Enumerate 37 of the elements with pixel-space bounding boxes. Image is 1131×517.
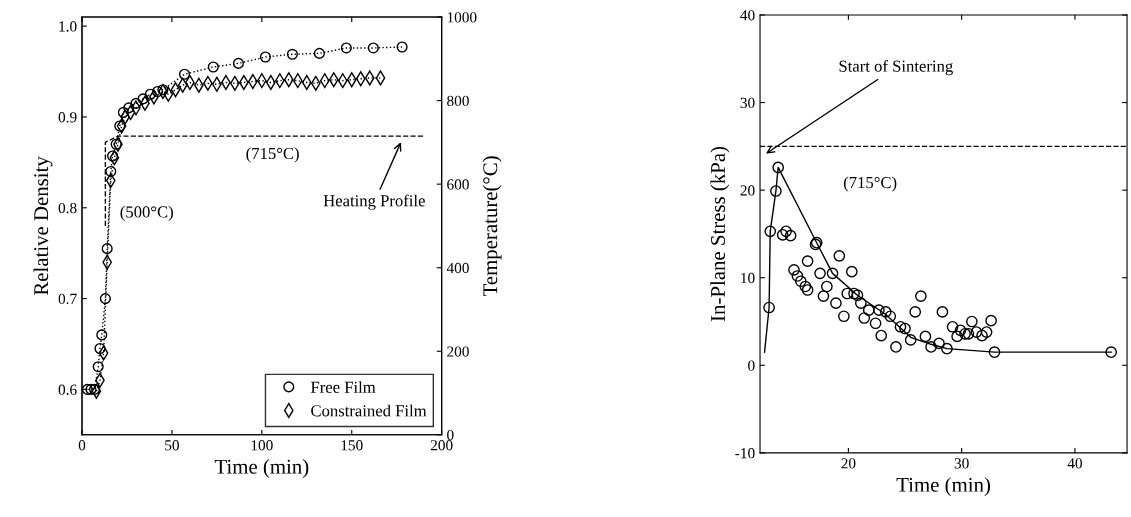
y-tick-label: 10 <box>741 272 755 284</box>
y-tick-label: 0.8 <box>58 202 77 214</box>
y-tick-label: 40 <box>740 10 755 21</box>
y-tick-label: -10 <box>735 448 755 459</box>
y2-tick-label: 200 <box>447 346 469 357</box>
annotation: (500°C) <box>120 205 173 221</box>
x-axis-title: Time (min) <box>214 459 309 478</box>
y2-tick-label: 0 <box>447 429 454 441</box>
y2-tick-label: 600 <box>447 179 469 190</box>
y-tick-label: 0.7 <box>58 293 77 305</box>
y-tick-label: 20 <box>740 185 755 196</box>
x-axis-title: Time (min) <box>896 477 990 497</box>
annotation: Heating Profile <box>323 194 425 210</box>
y-tick-label: 0 <box>748 360 755 371</box>
x-tick-label: 40 <box>1067 458 1082 469</box>
y-tick-label: 1.0 <box>59 21 77 32</box>
y2-tick-label: 800 <box>447 95 469 107</box>
y2-tick-label: 400 <box>446 262 469 274</box>
y-tick-label: 0.9 <box>58 112 77 123</box>
annotation: Start of Sintering <box>839 59 953 76</box>
y2-axis-title: Temperature(°C) <box>482 156 502 297</box>
legend-label: Free Film <box>310 381 376 393</box>
x-tick-label: 100 <box>251 440 273 451</box>
x-tick-label: 200 <box>430 440 453 451</box>
y-axis-title: In-Plane Stress (kPa) <box>710 146 730 322</box>
x-tick-label: 30 <box>954 458 969 469</box>
y-tick-label: 0.6 <box>58 384 77 395</box>
x-tick-label: 150 <box>341 440 363 451</box>
y-axis-title: Relative Density <box>33 156 53 296</box>
y2-tick-label: 1000 <box>447 12 477 23</box>
x-tick-label: 0 <box>78 440 86 451</box>
y-tick-label: 30 <box>740 97 755 109</box>
ref-line-label: (715°C) <box>843 176 897 192</box>
x-tick-label: 20 <box>841 458 856 469</box>
x-tick-label: 50 <box>165 440 179 451</box>
annotation: (715°C) <box>246 147 299 163</box>
legend-label: Constrained Film <box>311 404 427 417</box>
